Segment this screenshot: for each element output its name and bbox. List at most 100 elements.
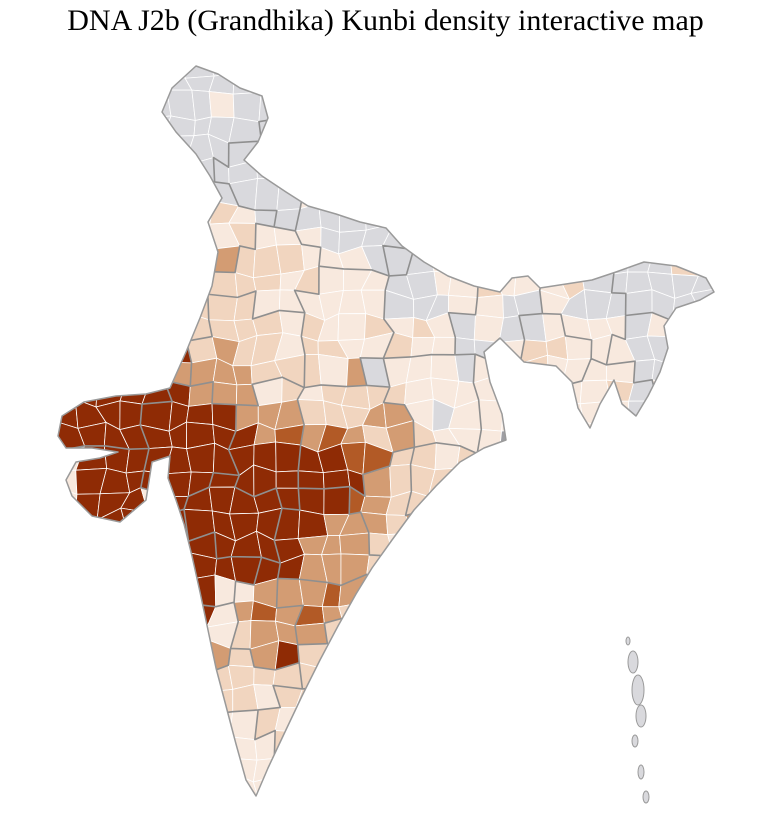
district-cell[interactable] [690, 601, 723, 628]
district-cell[interactable] [118, 289, 152, 322]
district-cell[interactable] [360, 69, 390, 102]
district-cell[interactable] [497, 797, 521, 814]
district-cell[interactable] [273, 730, 299, 759]
district-cell[interactable] [455, 181, 476, 212]
district-cell[interactable] [647, 243, 673, 275]
district-cell[interactable] [696, 794, 723, 814]
district-cell[interactable] [384, 140, 411, 166]
district-cell[interactable] [669, 583, 696, 609]
district-cell[interactable] [759, 310, 771, 341]
district-cell[interactable] [76, 337, 108, 359]
district-cell[interactable] [718, 428, 743, 453]
district-cell[interactable] [514, 509, 549, 542]
district-cell[interactable] [407, 733, 432, 761]
district-cell[interactable] [32, 120, 64, 143]
district-cell[interactable] [317, 751, 350, 778]
district-cell[interactable] [385, 162, 416, 187]
district-cell[interactable] [341, 115, 371, 143]
district-cell[interactable] [385, 733, 413, 761]
district-cell[interactable] [628, 160, 650, 190]
district-cell[interactable] [718, 774, 742, 802]
district-cell[interactable] [185, 574, 217, 608]
district-cell[interactable] [120, 117, 152, 137]
district-cell[interactable] [647, 489, 679, 515]
district-cell[interactable] [646, 447, 673, 473]
district-cell[interactable] [690, 309, 723, 342]
district-cell[interactable] [299, 775, 320, 804]
district-cell[interactable] [55, 48, 84, 80]
district-cell[interactable] [338, 728, 372, 758]
district-cell[interactable] [141, 730, 168, 760]
district-cell[interactable] [41, 252, 60, 274]
district-cell[interactable] [626, 447, 654, 476]
district-cell[interactable] [297, 470, 325, 490]
district-cell[interactable] [475, 490, 495, 516]
district-cell[interactable] [228, 117, 262, 144]
district-cell[interactable] [540, 183, 569, 209]
district-cell[interactable] [57, 509, 77, 537]
district-cell[interactable] [255, 135, 284, 161]
district-cell[interactable] [278, 310, 306, 337]
district-cell[interactable] [58, 606, 87, 625]
district-cell[interactable] [757, 336, 771, 362]
district-cell[interactable] [491, 535, 516, 564]
district-cell[interactable] [338, 180, 371, 207]
district-cell[interactable] [734, 94, 766, 123]
district-cell[interactable] [582, 463, 613, 494]
district-cell[interactable] [493, 375, 526, 404]
district-cell[interactable] [74, 157, 107, 190]
district-cell[interactable] [735, 206, 765, 232]
district-cell[interactable] [669, 599, 694, 628]
district-cell[interactable] [35, 421, 60, 452]
district-cell[interactable] [623, 205, 654, 233]
district-cell[interactable] [232, 91, 262, 123]
district-cell[interactable] [668, 243, 699, 277]
district-cell[interactable] [56, 531, 80, 561]
district-cell[interactable] [760, 642, 771, 669]
district-cell[interactable] [479, 797, 503, 814]
district-cell[interactable] [125, 779, 152, 804]
district-cell[interactable] [124, 730, 146, 760]
district-cell[interactable] [427, 557, 460, 582]
district-cell[interactable] [140, 794, 172, 814]
district-cell[interactable] [455, 467, 482, 498]
district-cell[interactable] [647, 710, 681, 736]
district-cell[interactable] [184, 52, 215, 79]
district-cell[interactable] [670, 309, 701, 338]
district-cell[interactable] [735, 684, 766, 714]
district-cell[interactable] [345, 643, 371, 669]
district-cell[interactable] [713, 464, 739, 498]
district-cell[interactable] [104, 709, 127, 732]
district-cell[interactable] [536, 603, 570, 625]
district-cell[interactable] [127, 69, 152, 102]
district-cell[interactable] [625, 289, 653, 316]
district-cell[interactable] [342, 51, 362, 75]
district-cell[interactable] [384, 112, 411, 144]
district-cell[interactable] [427, 751, 456, 784]
district-cell[interactable] [693, 69, 714, 93]
district-cell[interactable] [453, 221, 480, 255]
district-cell[interactable] [78, 772, 107, 802]
district-cell[interactable] [515, 794, 549, 814]
district-cell[interactable] [213, 795, 230, 814]
district-cell[interactable] [407, 140, 434, 168]
district-cell[interactable] [759, 584, 771, 600]
district-cell[interactable] [493, 729, 520, 756]
district-cell[interactable] [341, 134, 371, 159]
district-cell[interactable] [188, 772, 219, 799]
district-cell[interactable] [167, 577, 194, 605]
district-cell[interactable] [737, 246, 766, 273]
district-cell[interactable] [96, 752, 130, 784]
district-cell[interactable] [32, 755, 57, 779]
district-cell[interactable] [539, 116, 562, 142]
district-cell[interactable] [740, 580, 767, 601]
district-cell[interactable] [383, 51, 415, 74]
district-cell[interactable] [102, 289, 129, 322]
district-cell[interactable] [408, 96, 435, 120]
district-cell[interactable] [81, 709, 108, 738]
district-cell[interactable] [742, 315, 767, 337]
district-cell[interactable] [384, 575, 413, 609]
district-cell[interactable] [428, 641, 456, 668]
district-cell[interactable] [296, 727, 321, 762]
